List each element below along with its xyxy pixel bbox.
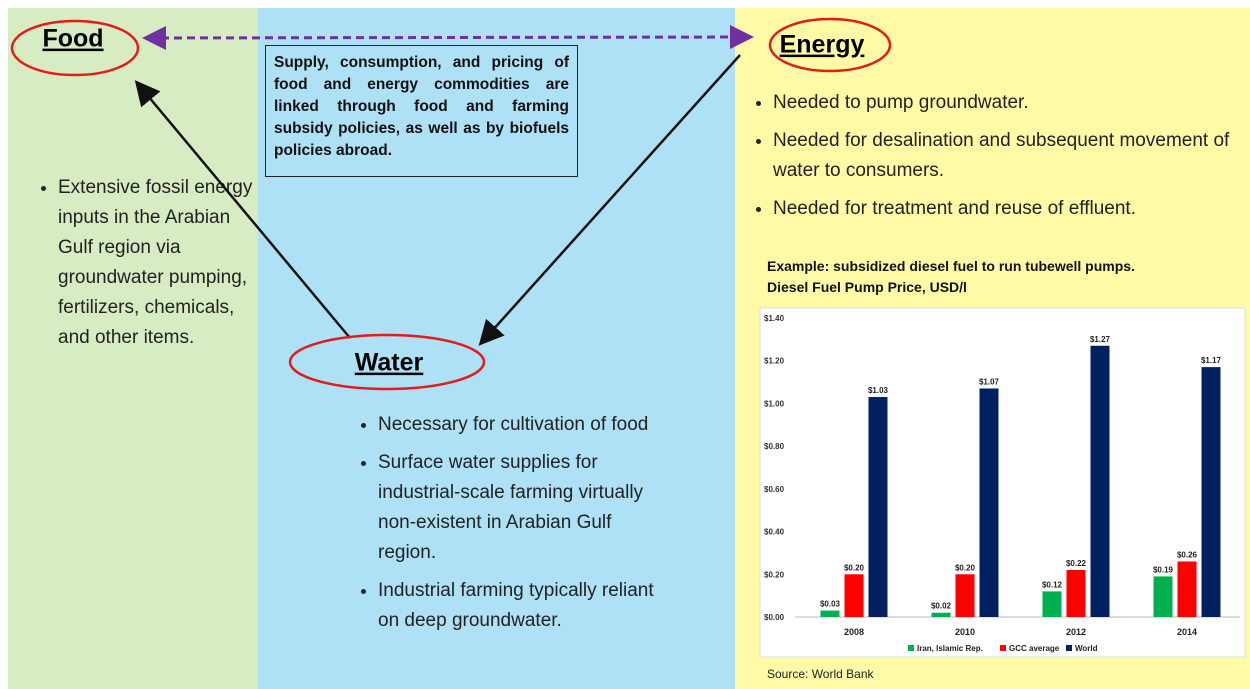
food-bullets: Extensive fossil energy inputs in the Ar…	[30, 173, 253, 361]
y-tick-label: $0.40	[764, 528, 785, 537]
y-tick-label: $1.00	[764, 399, 785, 408]
value-label: $0.20	[844, 563, 865, 572]
bar	[1153, 576, 1173, 617]
chart-subtitle: Diesel Fuel Pump Price, USD/l	[767, 279, 967, 295]
bar	[1177, 561, 1197, 617]
value-label: $0.20	[955, 563, 976, 572]
y-tick-label: $0.80	[764, 442, 785, 451]
value-label: $0.26	[1177, 550, 1198, 559]
bar	[1090, 345, 1110, 617]
x-tick-label: 2008	[844, 627, 864, 637]
energy-label: Energy	[780, 31, 865, 59]
linkage-note: Supply, consumption, and pricing of food…	[265, 45, 578, 177]
value-label: $1.03	[868, 386, 889, 395]
x-tick-label: 2012	[1066, 627, 1086, 637]
food-ellipse	[10, 19, 140, 77]
value-label: $0.22	[1066, 559, 1087, 568]
bullet: Needed for desalination and subsequent m…	[773, 126, 1233, 186]
energy-bullets: Needed to pump groundwater. Needed for d…	[745, 88, 1233, 232]
y-tick-label: $1.20	[764, 357, 785, 366]
y-tick-label: $0.00	[764, 613, 785, 622]
arrow	[134, 80, 351, 339]
bar	[979, 388, 999, 617]
water-panel	[258, 8, 735, 689]
bar	[844, 574, 864, 617]
legend-label: GCC average	[1009, 644, 1060, 653]
arrow	[478, 54, 741, 346]
bar	[931, 612, 951, 617]
bar	[1042, 591, 1062, 617]
x-tick-label: 2014	[1177, 627, 1197, 637]
bullet: Needed to pump groundwater.	[773, 88, 1233, 118]
value-label: $0.19	[1153, 565, 1174, 574]
y-tick-label: $0.60	[764, 485, 785, 494]
x-tick-label: 2010	[955, 627, 975, 637]
legend-swatch	[908, 645, 914, 651]
value-label: $0.02	[931, 602, 952, 611]
bar	[868, 397, 888, 617]
y-tick-label: $1.40	[764, 314, 785, 323]
water-label: Water	[355, 349, 424, 377]
legend-swatch	[1066, 645, 1072, 651]
legend-swatch	[1000, 645, 1006, 651]
food-label: Food	[42, 25, 103, 53]
value-label: $1.07	[979, 377, 1000, 386]
bullet: Necessary for cultivation of food	[378, 410, 663, 440]
chart-source: Source: World Bank	[767, 667, 874, 681]
linkage-arrow	[142, 25, 754, 50]
value-label: $0.03	[820, 600, 841, 609]
value-label: $1.17	[1201, 356, 1222, 365]
y-tick-label: $0.20	[764, 570, 785, 579]
food-panel	[8, 8, 258, 689]
bar	[1066, 570, 1086, 617]
water-ellipse	[288, 333, 486, 391]
bullet: Industrial farming typically reliant on …	[378, 576, 663, 636]
value-label: $0.12	[1042, 580, 1063, 589]
bar	[955, 574, 975, 617]
water-bullets: Necessary for cultivation of food Surfac…	[350, 410, 663, 644]
chart-title: Example: subsidized diesel fuel to run t…	[767, 258, 1135, 274]
bullet: Extensive fossil energy inputs in the Ar…	[58, 173, 253, 353]
value-label: $1.27	[1090, 335, 1111, 344]
bar	[1201, 367, 1221, 617]
energy-ellipse	[768, 17, 892, 73]
legend-label: Iran, Islamic Rep.	[917, 644, 983, 653]
bullet: Surface water supplies for industrial-sc…	[378, 448, 663, 568]
bullet: Needed for treatment and reuse of efflue…	[773, 194, 1233, 224]
legend-label: World	[1075, 644, 1098, 653]
bar	[820, 610, 840, 617]
